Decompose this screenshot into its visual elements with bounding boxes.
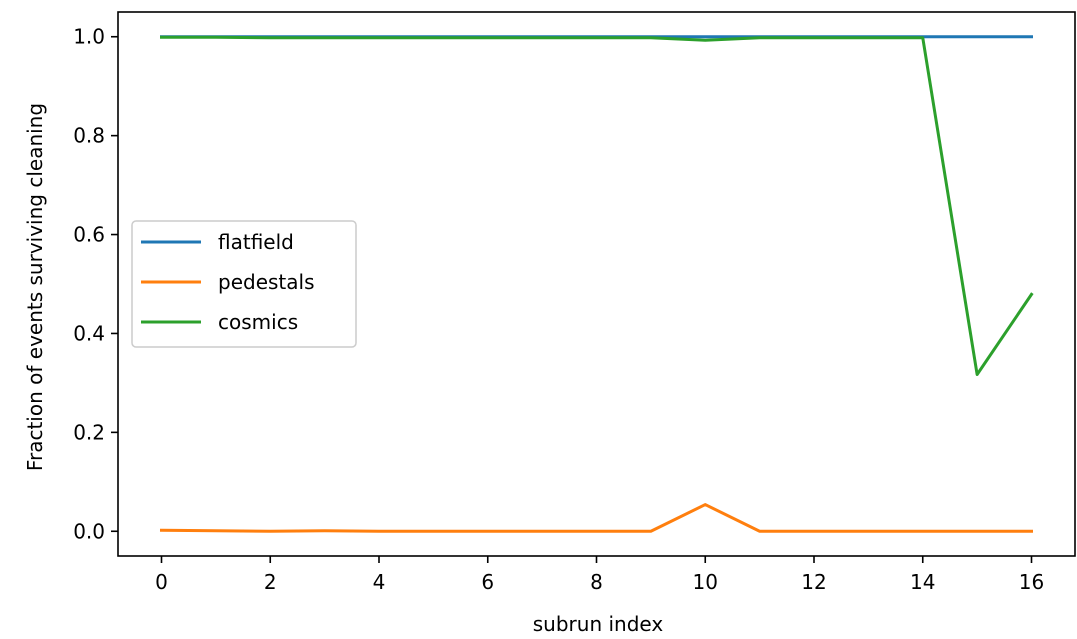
legend: flatfield pedestals cosmics [131, 220, 357, 348]
x-tick-label: 2 [264, 570, 277, 594]
y-tick-label: 0.8 [73, 124, 105, 148]
x-axis-title: subrun index [533, 612, 664, 636]
y-tick-label: 0.4 [73, 321, 105, 345]
y-tick-label: 0.0 [73, 519, 105, 543]
y-tick-label: 1.0 [73, 25, 105, 49]
x-tick-label: 14 [910, 570, 935, 594]
y-axis: 0.0 0.2 0.4 0.6 0.8 1.0 [73, 25, 118, 543]
x-tick-label: 6 [481, 570, 494, 594]
x-tick-label: 16 [1019, 570, 1044, 594]
y-axis-title: Fraction of events surviving cleaning [23, 103, 47, 471]
x-tick-label: 10 [693, 570, 718, 594]
x-tick-label: 8 [590, 570, 603, 594]
legend-label-flatfield: flatfield [218, 230, 294, 254]
x-tick-label: 4 [373, 570, 386, 594]
legend-label-pedestals: pedestals [218, 270, 315, 294]
legend-box [131, 220, 357, 348]
series-line-pedestals [159, 503, 1033, 533]
legend-label-cosmics: cosmics [218, 310, 298, 334]
series-lines [159, 35, 1034, 533]
y-tick-label: 0.2 [73, 420, 105, 444]
x-axis: 0 2 4 6 8 10 12 14 16 [155, 556, 1044, 594]
x-tick-label: 0 [155, 570, 168, 594]
series-line-cosmics [160, 35, 1034, 376]
x-tick-label: 12 [801, 570, 826, 594]
y-tick-label: 0.6 [73, 223, 105, 247]
